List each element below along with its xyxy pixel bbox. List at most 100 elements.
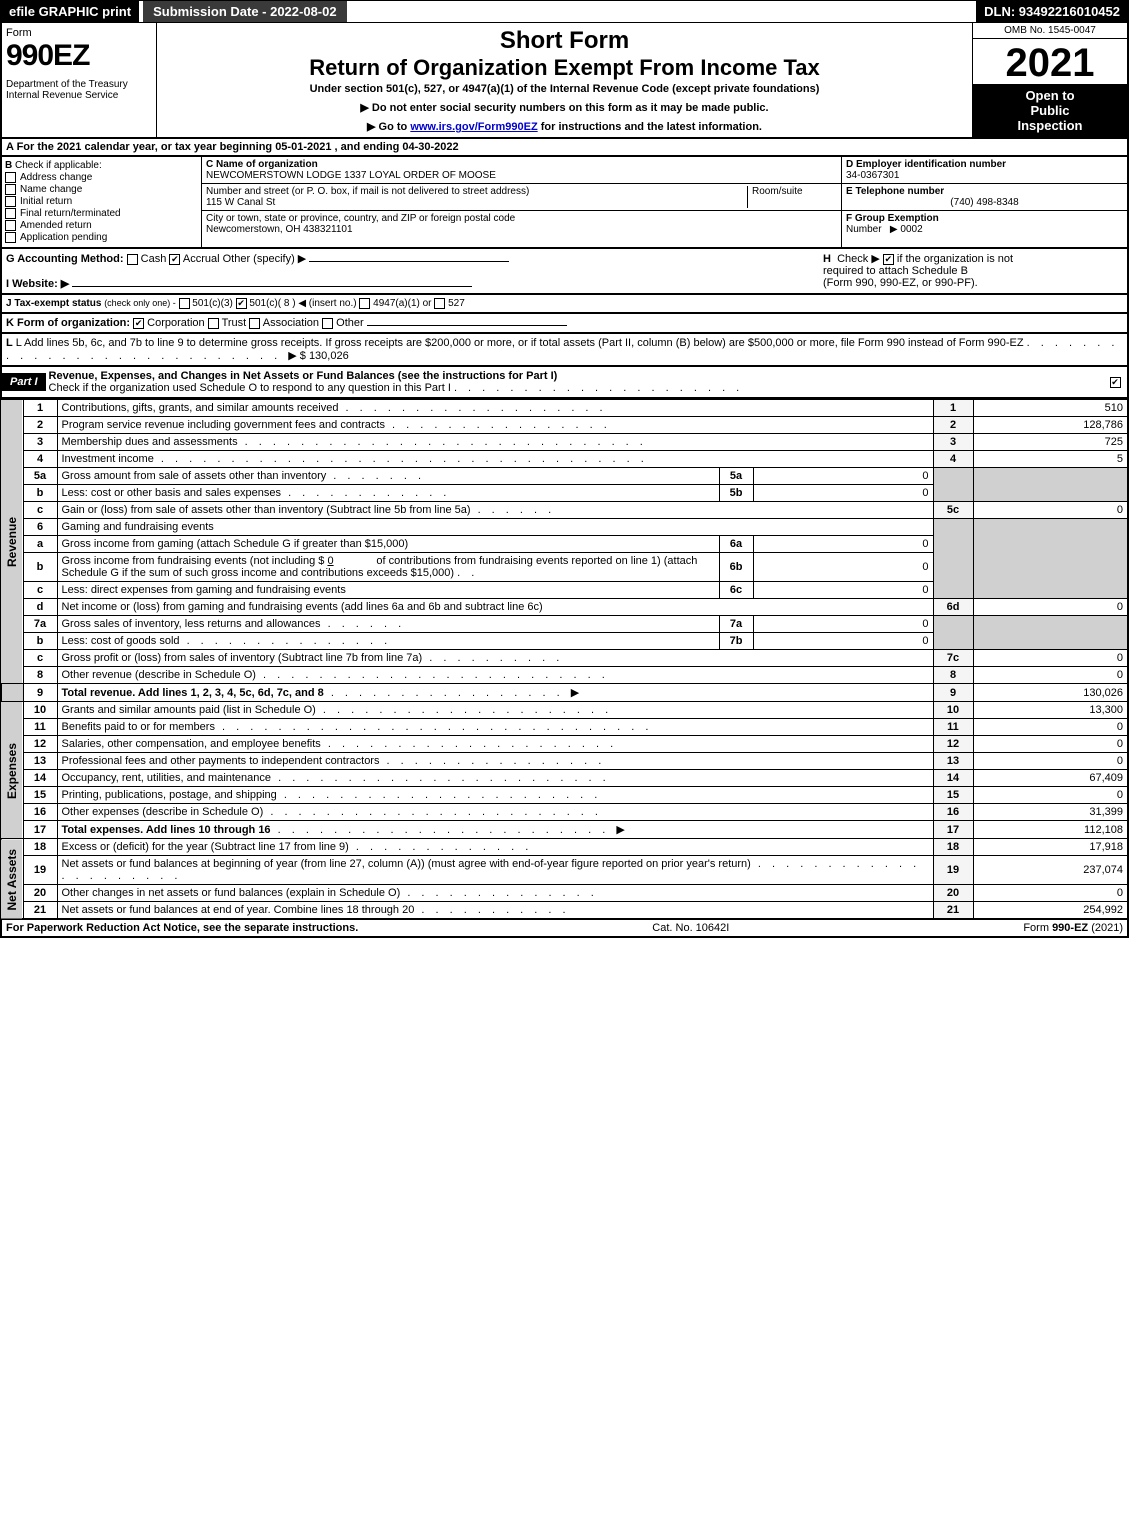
line-7c-row: c Gross profit or (loss) from sales of i…	[1, 650, 1128, 667]
section-defg: D Employer identification number 34-0367…	[842, 157, 1127, 247]
form-number: 990EZ	[6, 39, 152, 73]
part1-sub-text: Check if the organization used Schedule …	[49, 382, 451, 394]
checkbox-527[interactable]	[434, 298, 445, 309]
line-9-desc: Total revenue. Add lines 1, 2, 3, 4, 5c,…	[57, 684, 933, 702]
sub-7a: 7a	[719, 616, 753, 633]
page-footer: For Paperwork Reduction Act Notice, see …	[0, 920, 1129, 938]
checkbox-initial-return[interactable]	[5, 196, 16, 207]
checkbox-address-change[interactable]	[5, 172, 16, 183]
street-label: Number and street (or P. O. box, if mail…	[206, 186, 529, 197]
shade-7	[933, 616, 973, 650]
line-17-num: 17	[23, 821, 57, 839]
irs-link[interactable]: www.irs.gov/Form990EZ	[410, 121, 537, 133]
val-6c: 0	[753, 582, 933, 599]
netassets-vertical-label: Net Assets	[1, 839, 23, 920]
line-16-row: 16 Other expenses (describe in Schedule …	[1, 804, 1128, 821]
line-2-ref: 2	[933, 417, 973, 434]
line-18-num: 18	[23, 839, 57, 856]
l5a-text: Gross amount from sale of assets other t…	[62, 470, 327, 482]
line-21-ref: 21	[933, 902, 973, 920]
shade-9-corner	[1, 684, 23, 702]
c-label: C Name of organization	[206, 159, 318, 170]
line-6d-desc: Net income or (loss) from gaming and fun…	[57, 599, 933, 616]
sub-5b: 5b	[719, 485, 753, 502]
form-word: Form	[6, 27, 152, 39]
checkbox-accrual[interactable]	[169, 254, 180, 265]
sub-5a: 5a	[719, 468, 753, 485]
line-5c-num: c	[23, 502, 57, 519]
l5c-text: Gain or (loss) from sale of assets other…	[62, 504, 471, 516]
checkbox-name-change[interactable]	[5, 184, 16, 195]
h-check-label: Check ▶	[837, 253, 880, 265]
l7a-text: Gross sales of inventory, less returns a…	[62, 618, 321, 630]
l11-text: Benefits paid to or for members	[62, 721, 215, 733]
line-2-row: 2 Program service revenue including gove…	[1, 417, 1128, 434]
l10-text: Grants and similar amounts paid (list in…	[62, 704, 316, 716]
checkbox-501c[interactable]	[236, 298, 247, 309]
val-6a: 0	[753, 536, 933, 553]
line-16-num: 16	[23, 804, 57, 821]
line-7c-desc: Gross profit or (loss) from sales of inv…	[57, 650, 933, 667]
line-6c-desc: Less: direct expenses from gaming and fu…	[57, 582, 719, 599]
street-row: Number and street (or P. O. box, if mail…	[202, 184, 841, 211]
cb-label-address: Address change	[20, 172, 92, 183]
line-19-desc: Net assets or fund balances at beginning…	[57, 856, 933, 885]
checkbox-amended-return[interactable]	[5, 220, 16, 231]
l13-text: Professional fees and other payments to …	[62, 755, 380, 767]
efile-label[interactable]: efile GRAPHIC print	[1, 1, 139, 22]
l14-text: Occupancy, rent, utilities, and maintena…	[62, 772, 272, 784]
line-5b-num: b	[23, 485, 57, 502]
line-5b-desc: Less: cost or other basis and sales expe…	[57, 485, 719, 502]
checkbox-final-return[interactable]	[5, 208, 16, 219]
f-num-label: Number	[846, 224, 882, 235]
instr-goto: ▶ Go to www.irs.gov/Form990EZ for instru…	[161, 120, 968, 133]
line-1-desc: Contributions, gifts, grants, and simila…	[57, 400, 933, 417]
line-14-row: 14 Occupancy, rent, utilities, and maint…	[1, 770, 1128, 787]
section-h: H Check ▶ if the organization is not req…	[823, 252, 1123, 290]
line-4-val: 5	[973, 451, 1128, 468]
line-5c-val: 0	[973, 502, 1128, 519]
j-opt2: 501(c)( 8 ) ◀ (insert no.)	[249, 298, 356, 309]
l9-text: Total revenue. Add lines 1, 2, 3, 4, 5c,…	[62, 687, 324, 699]
shade-5v	[973, 468, 1128, 502]
l6b-amt: 0	[327, 555, 333, 567]
omb-number: OMB No. 1545-0047	[973, 23, 1127, 39]
line-5a-num: 5a	[23, 468, 57, 485]
form-header-center: Short Form Return of Organization Exempt…	[157, 23, 972, 137]
l18-text: Excess or (deficit) for the year (Subtra…	[62, 841, 349, 853]
shade-7v	[973, 616, 1128, 650]
cb-label-pending: Application pending	[20, 232, 107, 243]
checkbox-4947[interactable]	[359, 298, 370, 309]
checkbox-cash[interactable]	[127, 254, 138, 265]
room-label: Room/suite	[752, 186, 803, 197]
checkbox-trust[interactable]	[208, 318, 219, 329]
checkbox-schedule-b[interactable]	[883, 254, 894, 265]
checkbox-application-pending[interactable]	[5, 232, 16, 243]
treasury-label: Department of the Treasury	[6, 79, 128, 90]
l4-text: Investment income	[62, 453, 154, 465]
footer-right: Form 990-EZ (2021)	[1023, 922, 1123, 934]
row-g-h: G Accounting Method: Cash Accrual Other …	[0, 249, 1129, 295]
l12-text: Salaries, other compensation, and employ…	[62, 738, 321, 750]
line-20-desc: Other changes in net assets or fund bala…	[57, 885, 933, 902]
line-16-ref: 16	[933, 804, 973, 821]
line-21-val: 254,992	[973, 902, 1128, 920]
cb-label-name: Name change	[20, 184, 82, 195]
line-7a-row: 7a Gross sales of inventory, less return…	[1, 616, 1128, 633]
checkbox-other-org[interactable]	[322, 318, 333, 329]
part-1-header-row: Part I Revenue, Expenses, and Changes in…	[0, 367, 1129, 399]
city-row: City or town, state or province, country…	[202, 211, 841, 237]
line-14-ref: 14	[933, 770, 973, 787]
checkbox-association[interactable]	[249, 318, 260, 329]
checkbox-corporation[interactable]	[133, 318, 144, 329]
line-11-row: 11 Benefits paid to or for members . . .…	[1, 719, 1128, 736]
line-13-val: 0	[973, 753, 1128, 770]
checkbox-501c3[interactable]	[179, 298, 190, 309]
line-13-desc: Professional fees and other payments to …	[57, 753, 933, 770]
line-7a-num: 7a	[23, 616, 57, 633]
checkbox-schedule-o-part1[interactable]	[1110, 377, 1121, 388]
line-7b-desc: Less: cost of goods sold . . . . . . . .…	[57, 633, 719, 650]
k-other: Other	[336, 317, 364, 329]
line-7c-val: 0	[973, 650, 1128, 667]
line-3-desc: Membership dues and assessments . . . . …	[57, 434, 933, 451]
